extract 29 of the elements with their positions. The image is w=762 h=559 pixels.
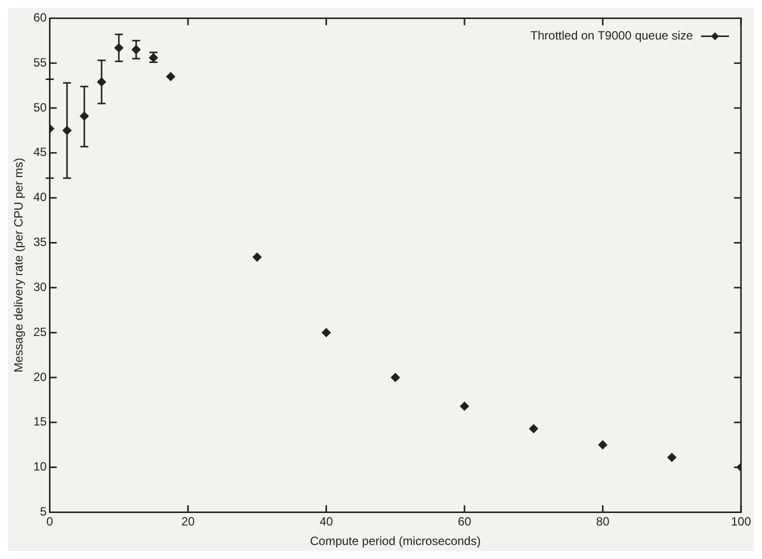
y-tick-label: 55 bbox=[33, 55, 48, 70]
y-tick-label: 45 bbox=[33, 145, 48, 160]
y-tick-label: 40 bbox=[33, 190, 48, 204]
y-tick-label: 25 bbox=[33, 324, 48, 339]
point bbox=[322, 328, 331, 338]
x-tick-label: 0 bbox=[46, 514, 54, 529]
x-tick-label: 80 bbox=[596, 514, 610, 529]
y-tick-label: 15 bbox=[33, 414, 48, 429]
y-tick-label: 50 bbox=[33, 100, 48, 114]
point bbox=[460, 402, 469, 411]
x-tick-label: 60 bbox=[458, 514, 472, 529]
x-tick-label: 40 bbox=[320, 514, 334, 529]
point bbox=[598, 440, 608, 450]
x-axis-title: Compute period (microseconds) bbox=[310, 534, 481, 548]
point bbox=[390, 372, 400, 382]
y-tick-label: 30 bbox=[33, 280, 48, 294]
point bbox=[529, 424, 538, 434]
y-tick-label: 35 bbox=[33, 235, 48, 250]
x-tick-label: 100 bbox=[730, 514, 752, 529]
y-tick-label: 5 bbox=[40, 504, 48, 519]
y-tick-label: 10 bbox=[33, 460, 48, 474]
legend-label: Throttled on T9000 queue size bbox=[530, 28, 694, 43]
point bbox=[667, 452, 676, 462]
point bbox=[166, 72, 176, 82]
y-tick-label: 60 bbox=[33, 10, 48, 25]
x-tick-label: 20 bbox=[181, 514, 195, 529]
y-tick-label: 20 bbox=[33, 370, 48, 384]
point bbox=[252, 252, 262, 262]
y-axis-title: Message delivery rate (per CPU per ms) bbox=[12, 158, 26, 373]
